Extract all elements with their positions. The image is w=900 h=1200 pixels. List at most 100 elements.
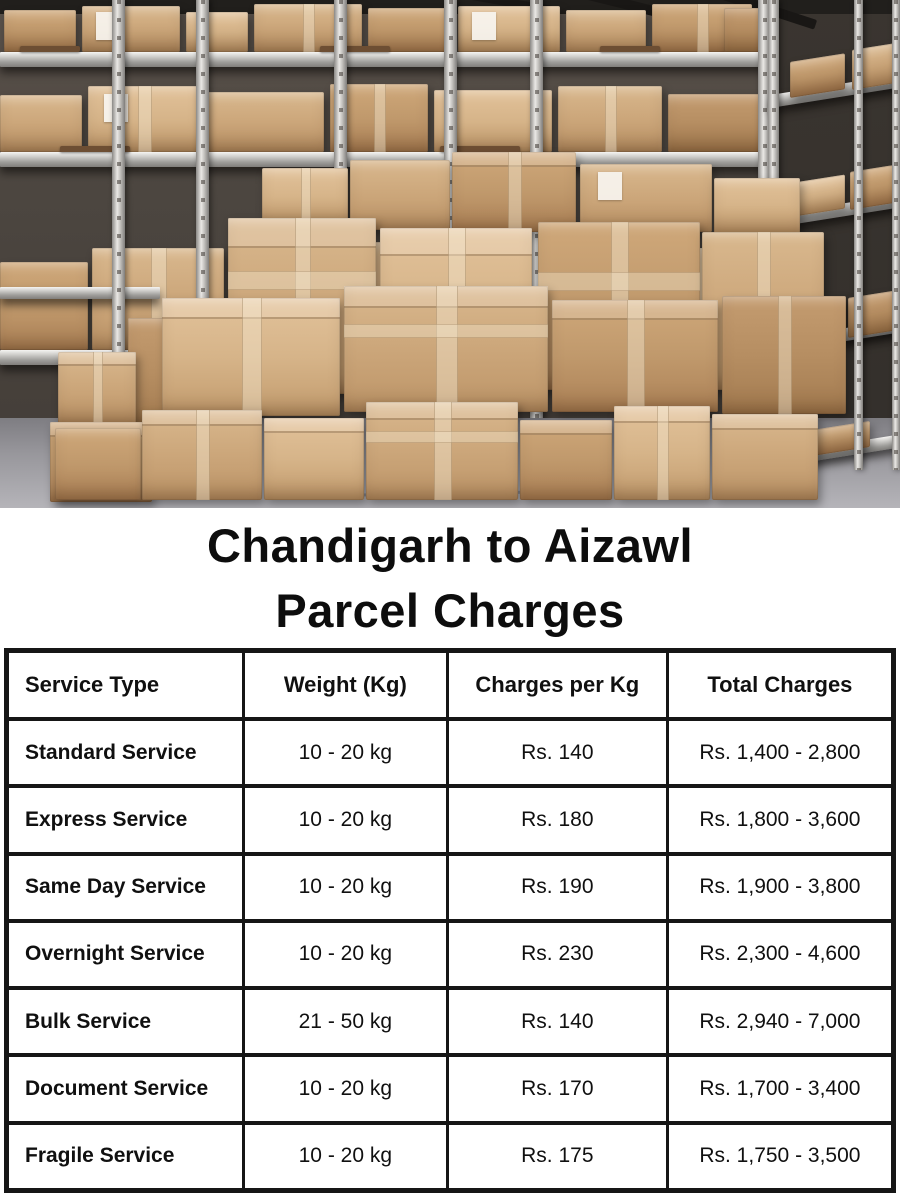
- charge-per-kg-cell: Rs. 170: [445, 1053, 669, 1125]
- cardboard-box: [55, 428, 141, 500]
- charge-per-kg-cell: Rs. 140: [445, 986, 669, 1058]
- cardboard-box: [4, 10, 76, 52]
- cardboard-box: [668, 94, 764, 152]
- box-flap: [520, 420, 612, 435]
- weight-cell: 10 - 20 kg: [241, 784, 449, 856]
- box-flap: [366, 402, 518, 420]
- table-row: Overnight Service 10 - 20 kg Rs. 230 Rs. 2,…: [5, 918, 896, 991]
- box-flap: [264, 418, 364, 434]
- cardboard-box: [88, 86, 200, 152]
- table-row: Express Service 10 - 20 kg Rs. 180 Rs. 1,80…: [5, 784, 896, 856]
- weight-cell: 10 - 20 kg: [241, 1120, 449, 1193]
- total-charges-cell: Rs. 2,300 - 4,600: [665, 918, 896, 991]
- charge-per-kg-cell: Rs. 190: [445, 851, 669, 923]
- weight-cell: 10 - 20 kg: [241, 851, 449, 923]
- box-flap: [552, 300, 718, 320]
- box-tapev: [604, 86, 618, 152]
- flat-cardboard: [60, 146, 130, 152]
- cardboard-box: [82, 6, 180, 52]
- shelf-edge: [0, 287, 160, 299]
- title-line-2: Parcel Charges: [275, 584, 625, 637]
- column-header-2: Weight (Kg): [241, 648, 449, 721]
- total-charges-cell: Rs. 1,400 - 2,800: [665, 716, 896, 789]
- box-tapev: [626, 300, 646, 412]
- cardboard-box: [566, 10, 646, 52]
- flat-cardboard: [20, 46, 80, 52]
- rack-post: [112, 0, 125, 400]
- box-tapev: [507, 152, 523, 232]
- total-charges-cell: Rs. 1,700 - 3,400: [665, 1053, 896, 1125]
- weight-cell: 10 - 20 kg: [241, 1053, 449, 1125]
- box-flap: [344, 286, 548, 309]
- box-flap: [614, 406, 710, 424]
- box-tapeh: [366, 431, 518, 444]
- cardboard-box: [452, 152, 576, 232]
- cardboard-box: [206, 92, 324, 152]
- box-tapev: [374, 84, 386, 152]
- flat-cardboard: [440, 146, 520, 152]
- table-row: Same Day Service 10 - 20 kg Rs. 190 Rs. 1,9…: [5, 851, 896, 923]
- shipping-label: [472, 11, 497, 40]
- cardboard-box: [0, 95, 82, 152]
- shelf-bar: [0, 152, 770, 167]
- cardboard-box: [264, 418, 364, 500]
- box-tapev: [657, 406, 669, 500]
- box-flap: [58, 352, 136, 366]
- weight-cell: 10 - 20 kg: [241, 918, 449, 991]
- box-flap: [162, 298, 340, 319]
- cardboard-box: [0, 262, 88, 350]
- box-tapev: [777, 296, 793, 414]
- box-flap: [712, 414, 818, 430]
- cardboard-box: [458, 6, 560, 52]
- shelf-bar: [0, 52, 770, 67]
- box-tapev: [93, 352, 103, 424]
- service-type-cell: Overnight Service: [5, 918, 245, 991]
- charge-per-kg-cell: Rs. 140: [445, 716, 669, 789]
- cardboard-box: [580, 164, 712, 232]
- total-charges-cell: Rs. 1,750 - 3,500: [665, 1120, 896, 1193]
- total-charges-cell: Rs. 1,900 - 3,800: [665, 851, 896, 923]
- box-tapev: [302, 4, 316, 52]
- box-tapev: [697, 4, 709, 52]
- cardboard-box: [520, 420, 612, 500]
- box-flap: [142, 410, 262, 427]
- table-row: Standard Service 10 - 20 kg Rs. 140 Rs. 1,4…: [5, 716, 896, 789]
- rack-post: [892, 0, 900, 470]
- box-tapev: [434, 402, 452, 500]
- table-row: Bulk Service 21 - 50 kg Rs. 140 Rs. 2,940 -…: [5, 986, 896, 1058]
- cardboard-box: [344, 286, 548, 412]
- column-header-1: Service Type: [5, 648, 245, 721]
- column-header-3: Charges per Kg: [445, 648, 669, 721]
- charge-per-kg-cell: Rs. 230: [445, 918, 669, 991]
- total-charges-cell: Rs. 2,940 - 7,000: [665, 986, 896, 1058]
- warehouse-photo: [0, 0, 900, 508]
- cardboard-box: [162, 298, 340, 416]
- service-type-cell: Bulk Service: [5, 986, 245, 1058]
- rack-post: [854, 0, 863, 470]
- cardboard-box: [614, 406, 710, 500]
- charge-per-kg-cell: Rs. 175: [445, 1120, 669, 1193]
- service-type-cell: Fragile Service: [5, 1120, 245, 1193]
- box-flap: [380, 228, 532, 256]
- cardboard-box: [366, 402, 518, 500]
- cardboard-box: [552, 300, 718, 412]
- weight-cell: 10 - 20 kg: [241, 716, 449, 789]
- cardboard-box: [142, 410, 262, 500]
- parcel-charges-table: Service Type Weight (Kg) Charges per Kg Tot…: [4, 648, 896, 1193]
- box-tapev: [300, 168, 312, 226]
- box-flap: [228, 218, 376, 249]
- box-tapev: [196, 410, 210, 500]
- cardboard-box: [58, 352, 136, 424]
- page-title: Chandigarh to Aizawl Parcel Charges: [0, 508, 900, 648]
- box-tapev: [138, 86, 152, 152]
- table-row: Fragile Service 10 - 20 kg Rs. 175 Rs. 1,75…: [5, 1120, 896, 1193]
- cardboard-box: [262, 168, 348, 226]
- box-tapeh: [228, 270, 376, 291]
- table-header-row: Service Type Weight (Kg) Charges per Kg Tot…: [5, 648, 896, 721]
- title-line-1: Chandigarh to Aizawl: [206, 518, 694, 572]
- box-tapev: [435, 286, 459, 412]
- service-type-cell: Standard Service: [5, 716, 245, 789]
- box-tapeh: [538, 272, 700, 292]
- total-charges-cell: Rs. 1,800 - 3,600: [665, 784, 896, 856]
- box-tapeh: [344, 323, 548, 339]
